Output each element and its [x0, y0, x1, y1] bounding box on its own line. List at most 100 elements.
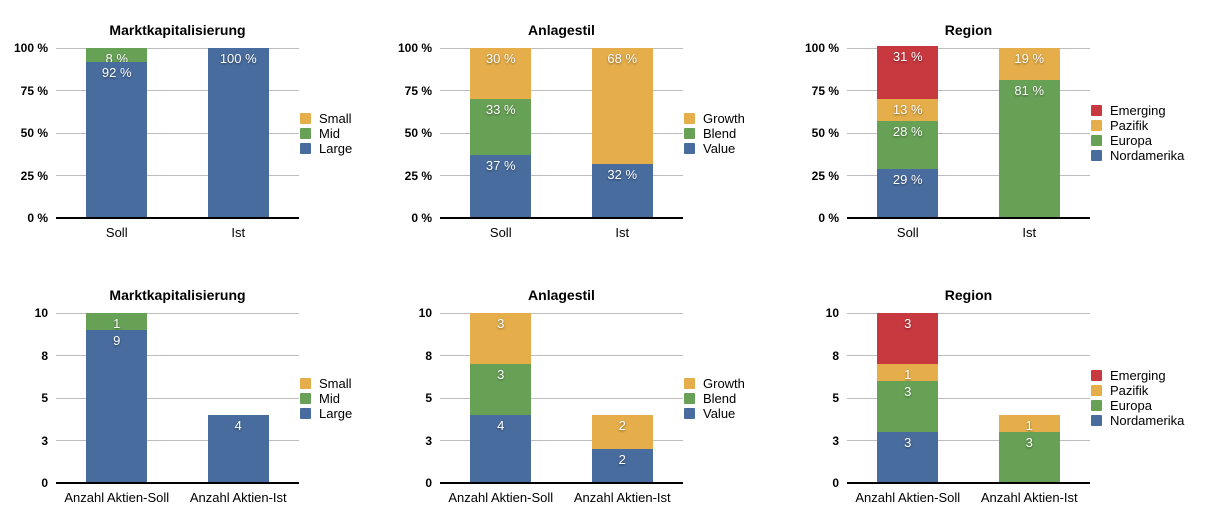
- legend-swatch-mid: [300, 127, 311, 139]
- bar: 4: [207, 415, 269, 483]
- y-axis-tick-label: 75 %: [811, 83, 839, 98]
- legend-label: Large: [319, 140, 353, 156]
- legend-swatch-large: [300, 407, 311, 419]
- bar-segment-growth: 3: [470, 313, 532, 364]
- bar-segment-pazifik: 13 %: [877, 98, 939, 122]
- x-axis-line: [847, 217, 1090, 219]
- bar-segment-large: 4: [207, 415, 269, 483]
- y-axis-tick-label: 25 %: [811, 168, 839, 183]
- bar-segment-large: 9: [86, 330, 148, 483]
- x-axis-category-label: Ist: [231, 225, 246, 240]
- legend-swatch-growth: [684, 377, 695, 389]
- gridline: [56, 132, 299, 134]
- bar-segment-blend: 33 %: [470, 99, 532, 156]
- legend: Small Mid Large: [300, 111, 352, 156]
- y-axis-tick-label: 25 %: [20, 168, 48, 183]
- bar-segment-mid: 1: [86, 313, 148, 331]
- legend-swatch-growth: [684, 112, 695, 124]
- chart-title: Region: [944, 287, 993, 303]
- legend-item: Pazifik: [1091, 383, 1184, 398]
- bar-value-label: 37 %: [485, 158, 516, 174]
- chart-panel: Anlagestil 10 8 5 3 0 3 3 4 Anzahl Aktien-Soll 2 2 A…: [384, 265, 791, 530]
- bar-segment-value: 32 %: [591, 163, 653, 218]
- chart-title: Anlagestil: [528, 287, 595, 303]
- legend-swatch-blend: [684, 127, 695, 139]
- bar-value-label: 29 %: [892, 171, 923, 187]
- legend-label: Europa: [1110, 133, 1152, 148]
- gridline: [847, 47, 1090, 49]
- bar: 19 % 81 %: [998, 48, 1060, 218]
- y-axis-tick-label: 0: [41, 476, 48, 490]
- gridline: [56, 90, 299, 91]
- gridline: [847, 175, 1090, 176]
- legend-label: Small: [319, 110, 352, 126]
- gridline: [56, 440, 299, 441]
- y-axis-tick-label: 3: [425, 433, 432, 448]
- legend: Growth Blend Value: [684, 376, 745, 421]
- legend-item: Small: [300, 376, 352, 391]
- legend-item: Europa: [1091, 133, 1184, 148]
- legend-item: Growth: [684, 111, 745, 126]
- bar-value-label: 28 %: [892, 124, 923, 140]
- x-axis-category-label: Ist: [1022, 225, 1037, 240]
- bar-segment-value: 37 %: [470, 155, 532, 218]
- legend-swatch-value: [684, 142, 695, 154]
- bar-segment-europa: 3: [877, 381, 939, 432]
- y-axis-tick-label: 75 %: [20, 83, 48, 98]
- legend-swatch-europa: [1091, 135, 1102, 146]
- gridline: [440, 397, 683, 399]
- bar-segment-emerging: 3: [877, 313, 939, 364]
- bar-value-label: 3: [497, 367, 505, 382]
- legend-swatch-pazifik: [1091, 385, 1102, 396]
- bar-value-label: 33 %: [485, 102, 516, 117]
- gridline: [440, 132, 683, 134]
- y-axis-tick-label: 10: [418, 306, 432, 320]
- legend-label: Nordamerika: [1110, 148, 1185, 163]
- bar-value-label: 1: [113, 316, 121, 331]
- legend-swatch-blend: [684, 392, 695, 404]
- bar-value-label: 81 %: [1014, 83, 1045, 99]
- bar: 31 % 13 % 28 % 29 %: [877, 46, 939, 218]
- legend-label: Europa: [1110, 398, 1152, 413]
- bar-segment-pazifik: 1: [877, 364, 939, 382]
- bar-value-label: 2: [618, 418, 626, 433]
- y-axis-tick-label: 50 %: [404, 126, 432, 140]
- gridline: [440, 355, 683, 356]
- legend-label: Emerging: [1110, 368, 1166, 383]
- legend-label: Value: [703, 140, 736, 156]
- legend-swatch-emerging: [1091, 105, 1102, 116]
- chart-panel: Marktkapitalisierung 100 % 75 % 50 % 25 % 0 %…: [0, 0, 384, 265]
- y-axis-tick-label: 50 %: [20, 126, 48, 140]
- y-axis-tick-label: 50 %: [811, 126, 839, 140]
- legend-label: Pazifik: [1110, 383, 1149, 398]
- bar-value-label: 1: [904, 367, 912, 382]
- chart-title: Marktkapitalisierung: [109, 287, 246, 303]
- chart-panel: Marktkapitalisierung 10 8 5 3 0 1 9 Anzahl Aktie…: [0, 265, 384, 530]
- bar-segment-nordamerika: 3: [877, 432, 939, 483]
- bar-segment-large: 100 %: [207, 48, 269, 218]
- legend-swatch-small: [300, 377, 311, 389]
- legend-item: Mid: [300, 126, 352, 141]
- bar-segment-blend: 3: [470, 364, 532, 415]
- y-axis-tick-label: 8: [832, 348, 839, 363]
- bar: 8 % 92 %: [86, 48, 148, 218]
- legend-item: Value: [684, 141, 745, 156]
- legend-item: Emerging: [1091, 368, 1184, 383]
- gridline: [440, 175, 683, 176]
- legend-swatch-large: [300, 142, 311, 154]
- gridline: [56, 175, 299, 176]
- bar-value-label: 31 %: [892, 49, 923, 65]
- bar: 68 % 32 %: [591, 48, 653, 218]
- bar-segment-growth: 2: [591, 415, 653, 449]
- x-axis-line: [56, 482, 299, 484]
- y-axis-tick-label: 10: [825, 306, 839, 320]
- bar-segment-emerging: 31 %: [877, 46, 939, 99]
- legend-swatch-emerging: [1091, 370, 1102, 381]
- legend-item: Growth: [684, 376, 745, 391]
- x-axis-category-label: Soll: [105, 225, 128, 240]
- chart-title: Marktkapitalisierung: [109, 22, 246, 38]
- legend-label: Blend: [703, 390, 737, 406]
- gridline: [440, 90, 683, 91]
